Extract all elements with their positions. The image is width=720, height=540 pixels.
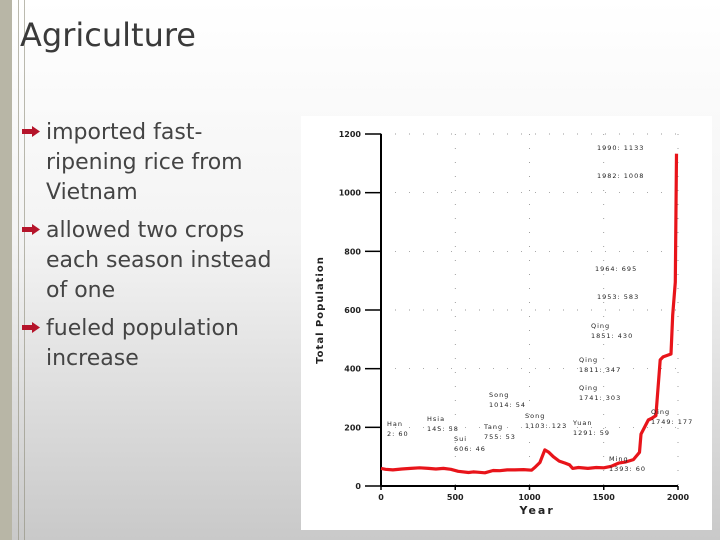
population-chart: 0 200 400 600 800 1000 1200 0 500 1000 1500 2000 Yea… xyxy=(315,130,693,517)
y-tick-label: 0 xyxy=(355,482,361,491)
annotation-value-label: 1811: 347 xyxy=(579,366,621,374)
bullet-text: imported fast-ripening rice from Vietnam xyxy=(46,120,243,205)
x-tick-label: 500 xyxy=(447,493,464,502)
annotation-value-label: 1393: 60 xyxy=(609,465,646,473)
annotation-value-label: 1103: 123 xyxy=(525,422,567,430)
bullet-item: allowed two crops each season instead of… xyxy=(22,216,292,306)
x-tick-label: 1000 xyxy=(518,493,541,502)
population-series-line xyxy=(380,153,679,475)
bullet-list: imported fast-ripening rice from Vietnam… xyxy=(22,118,292,382)
annotation-value-label: 2: 60 xyxy=(387,430,409,438)
annotation-value-label: 1982: 1008 xyxy=(597,172,644,180)
annotation-era-label: Tang xyxy=(483,423,503,431)
chart-panel: 0 200 400 600 800 1000 1200 0 500 1000 1500 2000 Yea… xyxy=(301,116,712,530)
arrow-bullet-icon xyxy=(22,224,40,235)
x-tick-label: 0 xyxy=(378,493,384,502)
annotation-value-label: 1851: 430 xyxy=(591,332,633,340)
y-tick-label: 800 xyxy=(344,247,361,256)
x-tick-label: 1500 xyxy=(593,493,616,502)
annotation-value-label: 1953: 583 xyxy=(597,293,639,301)
annotation-value-label: 1964: 695 xyxy=(595,265,637,273)
decorative-line xyxy=(18,0,19,540)
annotation-value-label: 145: 58 xyxy=(427,425,459,433)
annotation-value-label: 1014: 54 xyxy=(489,401,526,409)
arrow-bullet-icon xyxy=(22,126,40,137)
annotation-value-label: 1291: 59 xyxy=(573,429,610,437)
annotation-era-label: Qing xyxy=(579,384,598,392)
bullet-item: fueled population increase xyxy=(22,314,292,374)
annotation-value-label: 755: 53 xyxy=(484,433,516,441)
y-tick-label: 1200 xyxy=(339,130,362,139)
annotation-era-label: Qing xyxy=(651,408,670,416)
annotation-era-label: Yuan xyxy=(572,419,592,427)
y-tick-label: 200 xyxy=(344,423,361,432)
x-tick-label: 2000 xyxy=(667,493,690,502)
annotation-era-label: Hsia xyxy=(427,415,445,423)
annotation-value-label: 1749: 177 xyxy=(651,418,693,426)
annotation-era-label: Qing xyxy=(579,356,598,364)
bullet-item: imported fast-ripening rice from Vietnam xyxy=(22,118,292,208)
annotation-value-label: 1990: 1133 xyxy=(597,144,644,152)
y-tick-label: 1000 xyxy=(339,189,362,198)
bullet-text: allowed two crops each season instead of… xyxy=(46,218,272,303)
annotation-era-label: Ming xyxy=(609,455,629,463)
annotation-era-label: Han xyxy=(387,420,403,428)
y-axis-label: Total Population xyxy=(315,256,326,364)
annotation-era-label: Song xyxy=(489,391,509,399)
arrow-bullet-icon xyxy=(22,322,40,333)
decorative-stripe xyxy=(0,0,12,540)
x-axis-label: Year xyxy=(519,504,555,517)
decorative-line xyxy=(24,0,25,540)
annotation-era-label: Qing xyxy=(591,322,610,330)
bullet-text: fueled population increase xyxy=(46,316,239,371)
slide-title: Agriculture xyxy=(20,16,196,54)
y-tick-label: 600 xyxy=(344,306,361,315)
y-tick-label: 400 xyxy=(344,365,361,374)
annotation-value-label: 606: 46 xyxy=(454,445,486,453)
annotation-era-label: Sui xyxy=(454,435,467,443)
annotation-value-label: 1741: 303 xyxy=(579,394,621,402)
annotation-era-label: Song xyxy=(525,412,545,420)
